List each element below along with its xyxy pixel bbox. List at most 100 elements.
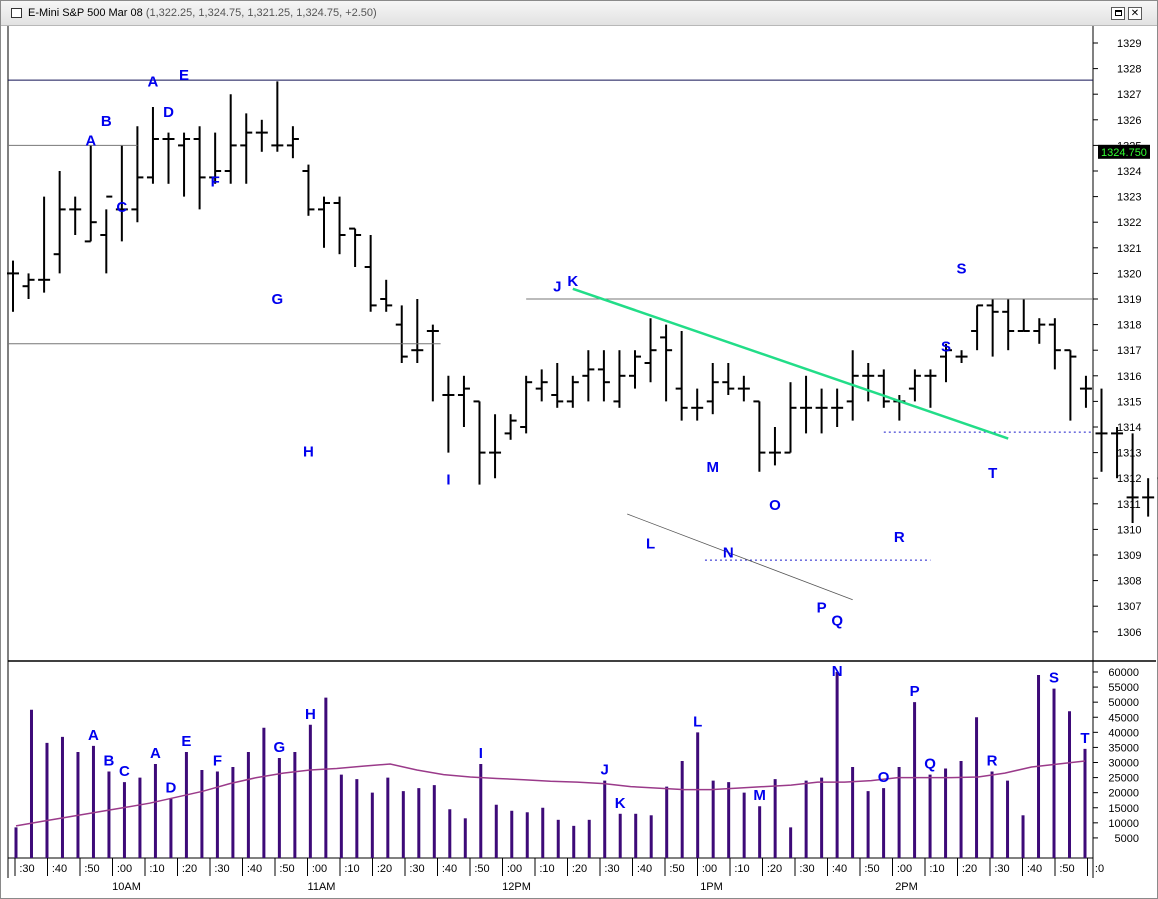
time-tick-label: :30 xyxy=(19,863,34,875)
ohlc-bar xyxy=(457,375,470,427)
ohlc-bar xyxy=(162,132,175,184)
volume-tick-label: 20000 xyxy=(1108,788,1139,800)
window-icon[interactable] xyxy=(11,8,22,18)
ohlc-bar xyxy=(286,126,299,159)
wave-label: B xyxy=(101,113,112,130)
price-tick-label: 1313 xyxy=(1117,448,1141,460)
volume-wave-label: L xyxy=(693,713,702,730)
trendline xyxy=(627,513,853,601)
price-tick-label: 1319 xyxy=(1117,294,1141,306)
ohlc-bar xyxy=(504,414,517,440)
ohlc-bar xyxy=(1002,299,1015,351)
volume-tick-label: 30000 xyxy=(1108,758,1139,770)
symbol-name: E-Mini S&P 500 Mar 08 xyxy=(28,7,143,19)
volume-wave-label: R xyxy=(987,753,998,770)
price-tick-label: 1321 xyxy=(1117,243,1141,255)
ohlc-bar xyxy=(706,363,719,415)
ohlc-bar xyxy=(753,400,766,472)
time-tick-label: :50 xyxy=(84,863,99,875)
wave-label: A xyxy=(148,74,159,91)
wave-label: H xyxy=(303,443,314,460)
ohlc-bar xyxy=(768,427,781,466)
ohlc-bar xyxy=(815,388,828,434)
ohlc-bar xyxy=(520,375,533,434)
wave-label: P xyxy=(817,600,827,617)
price-tick-label: 1309 xyxy=(1117,550,1141,562)
ohlc-bar xyxy=(349,227,362,267)
time-tick-label: :30 xyxy=(604,863,619,875)
volume-wave-label: C xyxy=(119,763,130,780)
volume-wave-label: J xyxy=(601,762,609,779)
price-tick-label: 1326 xyxy=(1117,115,1141,127)
chart-overlays xyxy=(8,79,1093,601)
ohlc-bar xyxy=(364,235,377,312)
ohlc-bar xyxy=(986,299,999,357)
ohlc-bar xyxy=(971,304,984,351)
volume-wave-label: I xyxy=(479,745,483,762)
wave-label: T xyxy=(988,465,997,482)
hour-label: 1PM xyxy=(700,881,723,893)
ohlc-bar xyxy=(473,400,486,485)
time-tick-label: :00 xyxy=(117,863,132,875)
volume-wave-label: M xyxy=(753,787,766,804)
time-tick-label: :40 xyxy=(637,863,652,875)
wave-label: G xyxy=(272,291,284,308)
time-tick-label: :40 xyxy=(442,863,457,875)
wave-label: F xyxy=(211,173,220,190)
ohlc-bar xyxy=(489,414,502,479)
title-bar[interactable]: E-Mini S&P 500 Mar 08 (1,322.25, 1,324.7… xyxy=(1,1,1157,26)
volume-wave-label: A xyxy=(88,727,99,744)
ohlc-bar xyxy=(1064,349,1077,421)
time-tick-label: :30 xyxy=(799,863,814,875)
volume-tick-label: 15000 xyxy=(1108,803,1139,815)
time-tick-label: :00 xyxy=(702,863,717,875)
volume-wave-label: T xyxy=(1080,730,1089,747)
price-tick-label: 1315 xyxy=(1117,396,1141,408)
ohlc-bar xyxy=(800,375,813,434)
close-button[interactable]: ✕ xyxy=(1128,7,1142,20)
ohlc-bar xyxy=(146,107,159,184)
price-tick-label: 1323 xyxy=(1117,192,1141,204)
hour-label: 2PM xyxy=(895,881,918,893)
time-tick-label: :30 xyxy=(994,863,1009,875)
ohlc-bar xyxy=(629,350,641,389)
price-tick-label: 1314 xyxy=(1117,422,1141,434)
ohlc-bar xyxy=(1048,318,1061,370)
time-tick-label: :10 xyxy=(929,863,944,875)
volume-wave-label: Q xyxy=(924,756,936,773)
maximize-button[interactable] xyxy=(1111,7,1125,20)
hour-label: 11AM xyxy=(308,881,336,893)
ohlc-bar xyxy=(1126,433,1139,523)
volume-wave-label: F xyxy=(213,753,222,770)
ohlc-bar xyxy=(271,81,284,152)
volume-tick-label: 40000 xyxy=(1108,727,1139,739)
ohlc-bar xyxy=(597,350,610,402)
wave-label: S xyxy=(957,260,967,277)
ohlc-bar xyxy=(131,126,144,223)
volume-wave-label: G xyxy=(274,739,286,756)
price-tick-label: 1306 xyxy=(1117,627,1141,639)
ohlc-bar xyxy=(193,126,206,210)
ohlc-bar xyxy=(940,343,952,383)
volume-tick-label: 35000 xyxy=(1108,742,1139,754)
time-tick-label: :00 xyxy=(507,863,522,875)
ohlc-readout: (1,322.25, 1,324.75, 1,321.25, 1,324.75,… xyxy=(145,7,377,19)
volume-axis: 5000 10000 15000 20000 25000 30000 35000 40000 4… xyxy=(1093,667,1139,845)
maximize-icon xyxy=(1114,10,1122,16)
ohlc-bar xyxy=(1079,375,1092,408)
time-tick-label: :50 xyxy=(1059,863,1074,875)
time-tick-label: :40 xyxy=(247,863,262,875)
ohlc-bar xyxy=(426,324,439,402)
ohlc-bar xyxy=(302,164,315,216)
ohlc-bar xyxy=(737,375,750,402)
time-tick-label: :10 xyxy=(344,863,359,875)
ohlc-bar xyxy=(209,132,222,184)
hour-label: 10AM xyxy=(112,881,141,893)
volume-wave-label: P xyxy=(910,683,920,700)
price-tick-label: 1324 xyxy=(1117,166,1141,178)
time-tick-label: :20 xyxy=(962,863,977,875)
volume-wave-label: K xyxy=(615,795,626,812)
wave-label: K xyxy=(567,273,578,290)
